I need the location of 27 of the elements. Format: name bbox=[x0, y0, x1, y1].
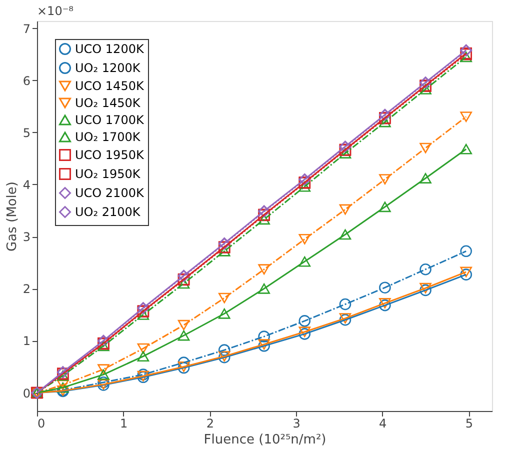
y-tick-label: 3 bbox=[22, 230, 30, 244]
y-tick-label: 4 bbox=[22, 178, 30, 192]
y-tick-label: 0 bbox=[22, 386, 30, 400]
legend-label: UCO 1950K bbox=[75, 148, 145, 162]
y-tick-label: 1 bbox=[22, 334, 30, 348]
y-tick-label: 2 bbox=[22, 282, 30, 296]
legend-label: UCO 2100K bbox=[75, 186, 145, 200]
x-tick-label: 1 bbox=[120, 416, 128, 430]
legend-label: UO₂ 1950K bbox=[75, 167, 142, 181]
text: ×10⁻⁸ bbox=[37, 4, 74, 18]
legend-label: UO₂ 2100K bbox=[75, 205, 142, 219]
y-tick-label: 6 bbox=[22, 74, 30, 88]
legend-label: UO₂ 1450K bbox=[75, 96, 142, 110]
legend-label: UCO 1450K bbox=[75, 79, 145, 93]
y-tick-label: 5 bbox=[22, 126, 30, 140]
x-tick-label: 5 bbox=[465, 416, 474, 430]
x-tick-label: 0 bbox=[38, 416, 46, 430]
y-axis-title: Gas (Mole) bbox=[4, 182, 20, 252]
x-tick-label: 3 bbox=[292, 416, 300, 430]
x-tick-label: 2 bbox=[206, 416, 214, 430]
legend-label: UCO 1700K bbox=[75, 113, 145, 127]
legend-label: UO₂ 1700K bbox=[75, 130, 142, 144]
x-tick-label: 4 bbox=[379, 416, 387, 430]
legend-label: UO₂ 1200K bbox=[75, 61, 142, 75]
x-axis-title: Fluence (10²⁵n/m²) bbox=[204, 432, 326, 448]
y-tick-label: 7 bbox=[22, 22, 30, 36]
legend-label: UCO 1200K bbox=[75, 42, 145, 56]
